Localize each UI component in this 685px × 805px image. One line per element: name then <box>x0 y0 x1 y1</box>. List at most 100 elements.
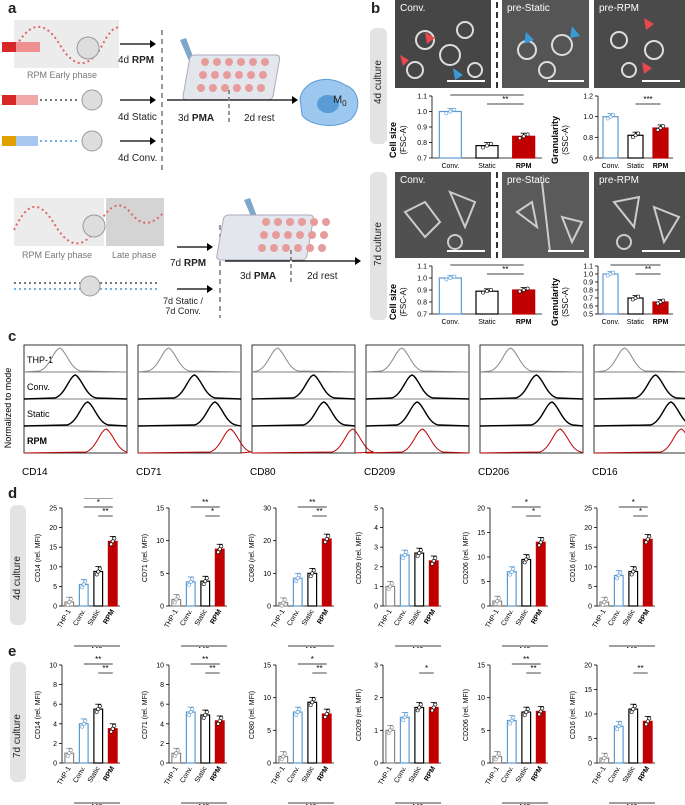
granularity-label: Granularity <box>550 116 560 164</box>
y-tick-label: 20 <box>263 538 271 545</box>
data-point <box>633 567 636 570</box>
sig-marker: * <box>311 655 314 664</box>
sig-marker: * <box>525 498 528 507</box>
data-point <box>526 287 529 290</box>
histogram-curve <box>594 429 685 453</box>
sig-marker: ** <box>632 262 638 265</box>
data-point <box>283 598 286 601</box>
y-tick-label: 1.0 <box>417 276 427 283</box>
flask-icon <box>16 136 38 146</box>
label-2d-rest: 2d rest <box>244 113 275 124</box>
data-point <box>526 555 529 558</box>
micrograph-4d-conv: Conv. <box>395 0 491 88</box>
data-point <box>98 705 101 708</box>
micrograph-7d-prestatic: pre-Static <box>502 172 589 258</box>
x-tick-label: THP-1 <box>378 765 394 786</box>
bar-rpm <box>643 539 652 606</box>
y-axis-label: CD16 (rel. MFI) <box>570 691 577 739</box>
data-point <box>453 275 456 278</box>
y-tick-label: 2 <box>53 741 57 748</box>
y-tick-label: 0 <box>374 604 378 611</box>
y-tick-label: 0.9 <box>417 288 427 295</box>
data-point <box>98 567 101 570</box>
x-tick-label: RPM <box>637 765 651 782</box>
bar-conv <box>614 726 623 763</box>
y-tick-label: 1.0 <box>417 109 427 116</box>
histogram-curve <box>480 429 583 453</box>
label-m0: M0 <box>333 94 347 108</box>
data-point <box>485 290 488 293</box>
bar-rpm <box>322 714 331 763</box>
bar-rpm <box>215 549 224 606</box>
m0-label: M0 <box>412 646 424 648</box>
x-tick-label: Static <box>622 765 637 784</box>
x-tick-label: Static <box>622 608 637 627</box>
bar-static <box>201 715 210 763</box>
y-tick-label: 5 <box>53 584 57 591</box>
data-point <box>113 537 116 540</box>
data-point <box>522 135 525 138</box>
data-point <box>390 726 393 729</box>
bar-conv <box>614 575 623 606</box>
x-tick-label: RPM <box>637 608 651 625</box>
culture-7d-label: 7d culture <box>373 222 384 266</box>
data-point <box>405 713 408 716</box>
y-tick-label: 10 <box>156 538 164 545</box>
data-point <box>312 569 315 572</box>
data-point <box>619 722 622 725</box>
x-tick-label: Conv. <box>607 765 622 784</box>
marker-label: CD16 <box>592 467 618 478</box>
y-tick-label: 1.1 <box>583 264 593 271</box>
data-point <box>434 703 437 706</box>
y-tick-label: 10 <box>477 555 485 562</box>
y-tick-label: 0.7 <box>417 156 427 163</box>
data-point <box>69 598 72 601</box>
y-tick-label: 0 <box>481 604 485 611</box>
x-tick-label: Static <box>87 765 102 784</box>
y-tick-label: 6 <box>53 702 57 709</box>
y-tick-label: 0.6 <box>583 156 593 163</box>
data-point <box>449 276 452 279</box>
culture-4d-label-d: 4d culture <box>12 556 23 600</box>
sig-marker: * <box>425 664 428 673</box>
x-tick-label: Static <box>301 608 316 627</box>
bar-static <box>628 298 643 314</box>
y-tick-label: 3 <box>374 663 378 670</box>
culture-7d-label-e: 7d culture <box>12 714 23 758</box>
data-point <box>445 112 448 115</box>
x-tick-label: Conv. <box>441 163 459 170</box>
x-tick-label: Conv. <box>179 608 194 627</box>
x-tick-label: THP-1 <box>485 765 501 786</box>
data-point <box>283 752 286 755</box>
data-point <box>445 278 448 281</box>
cell-icon <box>83 215 105 237</box>
bar-rpm <box>513 290 535 314</box>
x-tick-label: Conv. <box>441 319 459 326</box>
data-point <box>489 288 492 291</box>
bar-rpm <box>429 561 438 606</box>
bar-static <box>522 559 531 606</box>
x-tick-label: THP-1 <box>164 765 180 786</box>
x-tick-label: RPM <box>530 608 544 625</box>
x-tick-label: Static <box>478 319 496 326</box>
y-tick-label: 2 <box>374 564 378 571</box>
row-label: Static <box>27 409 50 419</box>
data-point <box>191 577 194 580</box>
data-point <box>497 752 500 755</box>
x-tick-label: Static <box>515 608 530 627</box>
data-point <box>662 299 665 302</box>
cell-size-label: Cell size <box>388 122 398 158</box>
data-point <box>481 146 484 149</box>
data-point <box>648 535 651 538</box>
x-tick-label: RPM <box>653 319 669 326</box>
y-tick-label: 20 <box>584 663 592 670</box>
bar-static <box>629 709 638 763</box>
x-tick-label: Static <box>478 163 496 170</box>
